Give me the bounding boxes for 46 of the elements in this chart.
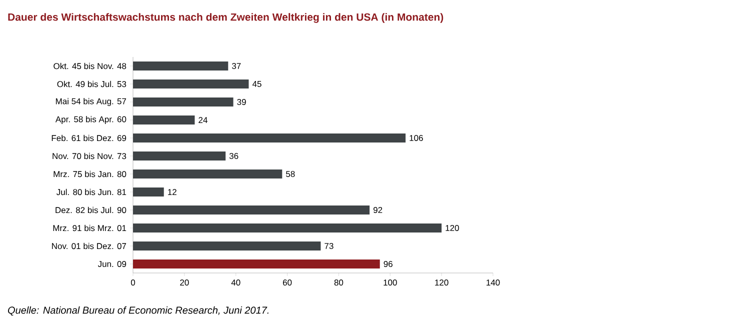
y-tick-label: Jun. 09 [98,260,126,267]
y-tick-label: Okt. 45 bis Nov. 48 [54,62,126,70]
y-tick-label: Okt. 49 bis Jul. 53 [57,80,126,88]
data-label: 58 [286,170,295,177]
bar [133,223,442,232]
bar [133,241,321,250]
data-label: 120 [446,224,459,231]
data-label: 39 [237,98,246,105]
bar [133,79,249,88]
x-tick-label: 0 [130,280,136,286]
source-note: Quelle: National Bureau of Economic Research, Juni 2017. [8,306,268,316]
y-tick-label: Mrz. 91 bis Mrz. 01 [53,224,126,232]
bar [133,97,234,106]
data-label: 92 [374,206,382,213]
x-tick-label: 80 [334,280,344,286]
y-tick-label: Nov. 01 bis Dez. 07 [52,242,126,250]
bar [133,169,282,178]
data-label: 24 [198,117,208,123]
x-tick-label: 100 [384,280,397,286]
x-tick-label: 20 [180,280,189,286]
bar [133,61,228,70]
x-tick-label: 40 [231,280,240,286]
y-tick-label: Dez. 82 bis Jul. 90 [56,206,126,214]
bar [133,115,195,124]
y-tick-label: Jul. 80 bis Jun. 81 [56,188,126,196]
x-tick-label: 60 [283,280,292,286]
data-label: 96 [384,260,392,267]
bar [133,151,226,160]
bar [133,259,380,268]
bar [133,187,164,196]
y-tick-label: Mrz. 75 bis Jan. 80 [54,170,126,178]
bar [133,133,406,142]
y-tick-label: Mai 54 bis Aug. 57 [56,98,126,106]
data-label: 36 [229,152,238,159]
data-label: 45 [252,81,262,87]
y-tick-label: Feb. 61 bis Dez. 69 [52,134,126,142]
data-label: 106 [410,134,423,141]
y-tick-label: Apr. 58 bis Apr. 60 [55,116,126,124]
bar [133,205,370,214]
data-label: 73 [324,242,334,249]
data-label: 37 [232,62,241,69]
y-tick-label: Nov. 70 bis Nov. 73 [52,152,126,160]
data-label: 12 [168,189,176,195]
x-tick-label: 120 [435,280,448,286]
chart-title: Dauer des Wirtschaftswachstums nach dem Zweiten Weltkrieg in den USA (in Monaten) [8,13,444,23]
x-tick-label: 140 [486,280,500,286]
